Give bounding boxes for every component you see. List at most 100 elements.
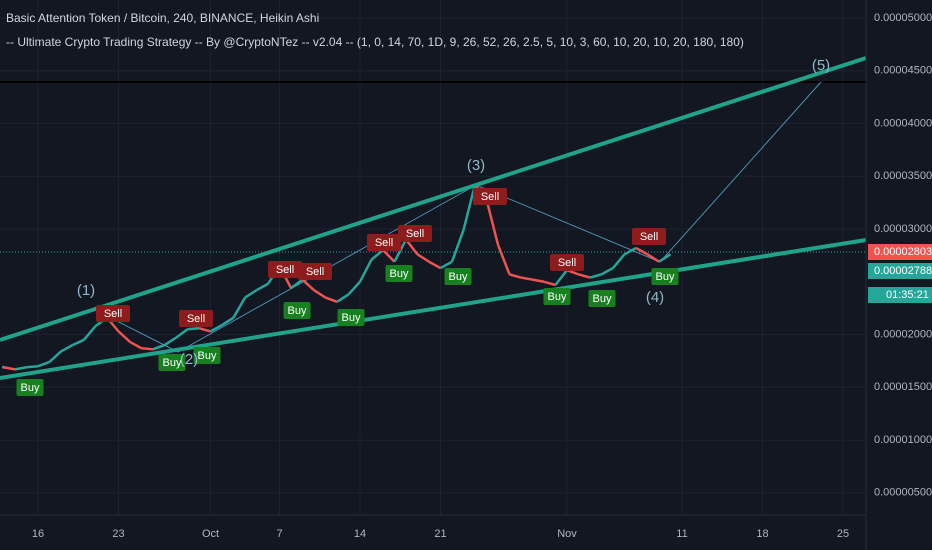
price-segment [163, 336, 177, 347]
price-segment [26, 364, 39, 369]
wave-label: (1) [77, 282, 95, 299]
wave-label: (4) [646, 289, 664, 306]
price-segment [358, 259, 373, 283]
price-segment [48, 350, 62, 363]
signal-label: Sell [640, 231, 658, 243]
signal-label: Buy [593, 293, 612, 305]
price-segment [428, 260, 442, 270]
wave-label: (5) [812, 57, 830, 74]
lower-trendline [0, 238, 867, 380]
signal-label: Sell [481, 191, 499, 203]
signal-badge [588, 290, 616, 307]
price-segment [612, 253, 626, 269]
price-segment [37, 360, 50, 368]
signal-badge [367, 234, 401, 251]
price-segment [543, 280, 556, 287]
signal-label: Sell [104, 308, 122, 320]
signal-badge [550, 254, 584, 271]
price-segment [405, 238, 419, 256]
price-segment [209, 323, 223, 333]
price-segment [393, 238, 408, 263]
price-segment [496, 244, 511, 275]
price-tag-label: 0.00002803 [874, 246, 932, 258]
x-tick-label: 23 [112, 528, 124, 540]
signal-badge [16, 379, 44, 396]
chart-title: Basic Attention Token / Bitcoin, 240, BI… [6, 11, 319, 25]
grid [0, 0, 866, 515]
signal-label: Buy [390, 268, 409, 280]
price-segment [416, 253, 430, 263]
signal-label: Sell [306, 266, 324, 278]
signal-badge [337, 309, 365, 326]
price-segment [232, 296, 247, 319]
price-segment [382, 249, 396, 263]
signal-label: Sell [558, 257, 576, 269]
price-segment [646, 253, 660, 263]
signal-label: Buy [198, 350, 217, 362]
price-segment [532, 278, 545, 284]
price-segment [658, 253, 672, 263]
signal-badge [543, 288, 571, 305]
price-segment [635, 246, 649, 256]
price-segment [439, 260, 453, 270]
price-segment [83, 325, 97, 341]
y-tick-label: 0.00004500 [874, 65, 932, 77]
price-segment [509, 273, 522, 279]
price-segment [117, 330, 131, 343]
signal-badge [385, 265, 413, 282]
signal-label: Buy [342, 312, 361, 324]
price-tag-label: 01:35:21 [886, 289, 929, 301]
time-axis [0, 515, 866, 550]
price-segment [554, 269, 568, 286]
signal-label: Buy [656, 271, 675, 283]
wave-label: (3) [467, 157, 485, 174]
y-tick-label: 0.00005000 [874, 12, 932, 24]
price-tag [868, 244, 932, 260]
signal-label: Buy [21, 382, 40, 394]
upper-trendline [0, 56, 867, 342]
price-segment [600, 266, 614, 276]
signal-label: Sell [406, 228, 424, 240]
signal-badge [298, 263, 332, 280]
signal-label: Sell [276, 264, 294, 276]
price-tag [868, 263, 932, 279]
signal-badge [96, 305, 130, 322]
price-segment [290, 278, 304, 290]
x-tick-label: 21 [434, 528, 446, 540]
indicator-line: -- Ultimate Crypto Trading Strategy -- B… [6, 35, 744, 49]
price-segment [152, 343, 165, 351]
signal-label: Sell [187, 313, 205, 325]
price-segment [60, 343, 74, 353]
y-tick-label: 0.00002000 [874, 328, 932, 340]
price-segment [589, 273, 602, 279]
signal-badge [193, 347, 221, 364]
price-segment [578, 273, 591, 279]
price-segment [301, 278, 315, 292]
price-tag [868, 287, 932, 303]
signal-badge [632, 228, 666, 245]
price-segment [244, 289, 258, 299]
y-tick-label: 0.00003500 [874, 170, 932, 182]
x-tick-label: Nov [557, 528, 577, 540]
signal-label: Sell [375, 237, 393, 249]
y-tick-label: 0.00000500 [874, 487, 932, 499]
price-segment [347, 280, 361, 296]
signal-badge [444, 268, 472, 285]
x-tick-label: 18 [756, 528, 768, 540]
x-tick-label: 25 [837, 528, 849, 540]
x-tick-label: Oct [202, 528, 219, 540]
price-segment [485, 199, 500, 246]
signal-badge [179, 310, 213, 327]
signal-badge [268, 261, 302, 278]
y-tick-label: 0.00003000 [874, 223, 932, 235]
axis-labels: 0.00005000 0.00004500 0.00004000 0.00003500… [32, 12, 932, 540]
signal-badge [158, 354, 186, 371]
price-segment [623, 246, 637, 256]
signal-badge [398, 225, 432, 242]
price-segment [175, 328, 189, 339]
signal-badge [283, 302, 311, 319]
signal-label: Buy [548, 291, 567, 303]
price-segment [14, 366, 27, 371]
price-segment [198, 327, 211, 333]
price-segment [71, 338, 85, 347]
